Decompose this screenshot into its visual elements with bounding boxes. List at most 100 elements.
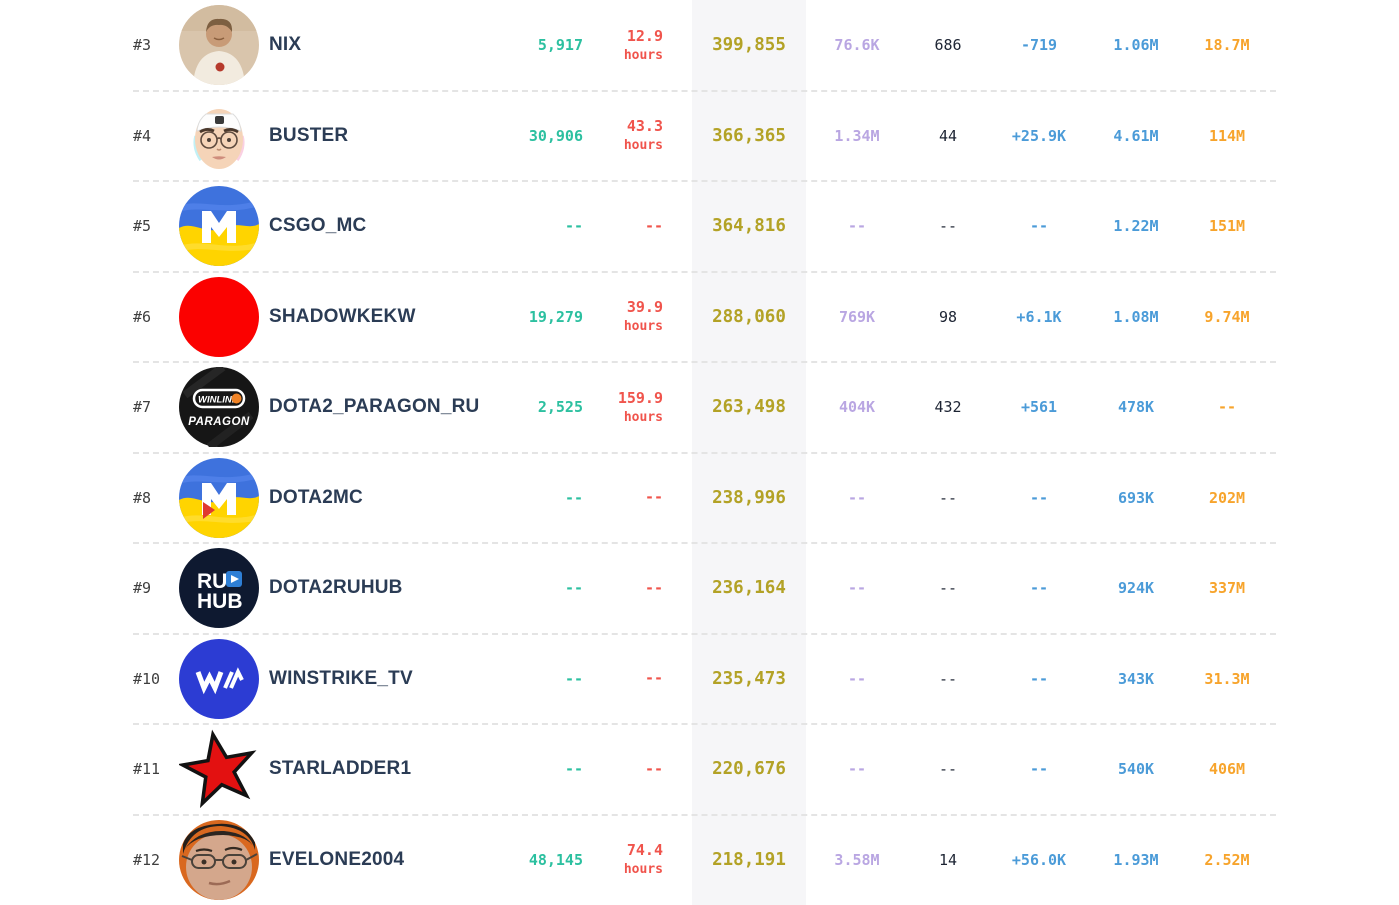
cell-purple-stat: 3.58M [834,850,880,869]
cell-dark-stat: 686 [934,36,962,55]
cell-change-stat: +25.9K [1011,126,1067,145]
cell-main-stat: 235,473 [712,668,786,689]
cell-orange-stat: 18.7M [1204,36,1250,55]
table-row: #11 STARLADDER1 -- -- 220,676 -- -- -- 5… [133,724,1276,815]
cell-green-stat: 5,917 [537,36,583,55]
hours-value: -- [644,216,663,235]
hours-label: hours [623,862,663,878]
cell-main-stat: 236,164 [712,578,786,599]
cell-change-stat: -719 [1020,36,1058,55]
cell-orange-stat: 406M [1208,760,1246,779]
channel-avatar[interactable] [179,457,259,538]
channel-name[interactable]: CSGO_MC [269,215,367,237]
cell-dark-stat: 14 [938,850,958,869]
cell-change-stat: -- [1029,669,1049,688]
cell-green-stat: 30,906 [528,126,583,145]
channel-avatar[interactable]: WINLINE PARAGON [179,367,259,448]
hours-value: -- [644,488,663,507]
table-row: #7 WINLINE PARAGON DOTA2_PARAGON_RU 2,525… [133,362,1276,453]
cell-blue-stat: 343K [1117,669,1155,688]
cell-dark-stat: 44 [938,126,958,145]
cell-green-stat: -- [564,217,583,236]
cell-blue-stat: 924K [1117,579,1155,598]
table-row: #6 SHADOWKEKW 19,279 39.9 hours 288,060 7… [133,272,1276,363]
cell-purple-stat: -- [847,669,867,688]
channel-avatar[interactable]: RU HUB [179,548,259,629]
cell-purple-stat: -- [847,579,867,598]
cell-green-stat: 48,145 [528,850,583,869]
hours-value: -- [644,759,663,778]
cell-orange-stat: 9.74M [1204,307,1250,326]
svg-text:PARAGON: PARAGON [188,416,250,428]
table-row: #4 BUSTER 30,906 43.3 hours 366,365 1.34M… [133,91,1276,182]
hours-value: -- [644,578,663,597]
cell-orange-stat: 31.3M [1204,669,1250,688]
cell-blue-stat: 4.61M [1113,126,1159,145]
cell-blue-stat: 1.93M [1113,850,1159,869]
cell-purple-stat: 76.6K [834,36,880,55]
channel-name[interactable]: EVELONE2004 [269,848,405,870]
channel-avatar[interactable] [179,5,259,86]
channel-name[interactable]: WINSTRIKE_TV [269,667,413,689]
cell-dark-stat: -- [938,669,958,688]
cell-rank: #7 [133,398,152,417]
channel-name[interactable]: SHADOWKEKW [269,305,416,327]
channel-name[interactable]: NIX [269,34,302,56]
cell-purple-stat: -- [847,760,867,779]
cell-rank: #6 [133,307,152,326]
cell-orange-stat: 337M [1208,579,1246,598]
cell-blue-stat: 1.22M [1113,217,1159,236]
cell-rank: #12 [133,850,161,869]
cell-dark-stat: -- [938,579,958,598]
cell-orange-stat: -- [1217,398,1237,417]
channel-name[interactable]: DOTA2MC [269,486,363,508]
channel-avatar[interactable] [179,186,259,267]
cell-main-stat: 218,191 [712,849,786,870]
cell-blue-stat: 1.08M [1113,307,1159,326]
cell-orange-stat: 114M [1208,126,1246,145]
hours-value: 12.9 [626,26,663,45]
cell-blue-stat: 693K [1117,488,1155,507]
cell-rank: #5 [133,217,152,236]
channel-name[interactable]: BUSTER [269,124,349,146]
channel-avatar[interactable] [179,729,259,809]
cell-orange-stat: 151M [1208,217,1246,236]
hours-value: 39.9 [626,298,663,317]
svg-text:WINLINE: WINLINE [198,395,239,406]
channel-avatar[interactable] [179,276,259,357]
cell-dark-stat: 98 [938,307,958,326]
cell-rank: #3 [133,36,152,55]
cell-rank: #8 [133,488,152,507]
table-row: #12 EVELONE2004 48,145 74.4 hours 218,191… [133,815,1276,905]
cell-blue-stat: 478K [1117,398,1155,417]
cell-main-stat: 364,816 [712,216,786,237]
cell-green-stat: -- [564,669,583,688]
cell-main-stat: 366,365 [712,125,786,146]
cell-rank: #11 [133,760,161,779]
hours-value: 43.3 [626,117,663,136]
table-row: #3 NIX 5,917 12.9 hours 399,855 76.6K 686… [133,0,1276,91]
cell-green-stat: 19,279 [528,307,583,326]
channel-avatar[interactable] [179,819,259,900]
cell-change-stat: -- [1029,488,1049,507]
cell-orange-stat: 202M [1208,488,1246,507]
channel-name[interactable]: DOTA2_PARAGON_RU [269,396,480,418]
hours-label: hours [623,47,663,63]
cell-rank: #4 [133,126,152,145]
cell-change-stat: +6.1K [1016,307,1062,326]
leaderboard-rows: #3 NIX 5,917 12.9 hours 399,855 76.6K 686… [133,0,1276,905]
cell-dark-stat: -- [938,488,958,507]
cell-purple-stat: -- [847,488,867,507]
hours-value: -- [644,669,663,688]
channel-avatar[interactable] [179,638,259,719]
channel-avatar[interactable] [179,96,259,176]
cell-dark-stat: -- [938,760,958,779]
cell-rank: #9 [133,579,152,598]
svg-text:HUB: HUB [197,590,243,613]
cell-dark-stat: -- [938,217,958,236]
channel-name[interactable]: STARLADDER1 [269,758,412,780]
table-row: #8 DOTA2MC -- -- 238,996 -- -- -- 693K 2… [133,453,1276,544]
cell-main-stat: 238,996 [712,487,786,508]
channel-name[interactable]: DOTA2RUHUB [269,577,403,599]
cell-blue-stat: 540K [1117,760,1155,779]
